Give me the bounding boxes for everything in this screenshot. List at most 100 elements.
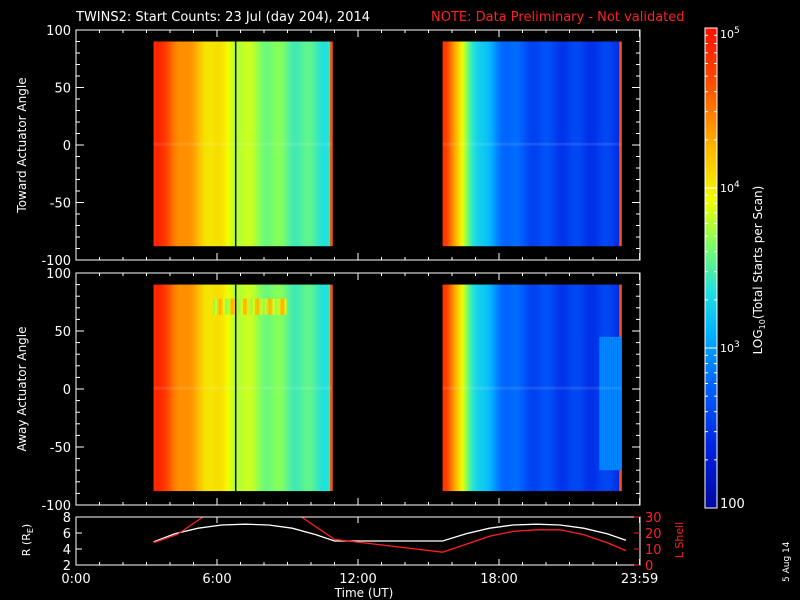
toward-heatmap-column bbox=[272, 41, 276, 247]
colorbar: 105 104 103 100 bbox=[704, 26, 745, 512]
away-heatmap-column bbox=[486, 284, 489, 492]
away-heatmap-column bbox=[197, 284, 200, 492]
away-heatmap-column bbox=[595, 284, 598, 492]
away-heatmap-column bbox=[583, 284, 587, 492]
toward-heatmap-column bbox=[615, 41, 618, 247]
toward-heatmap-column bbox=[569, 41, 573, 247]
away-heatmap-band bbox=[228, 298, 232, 315]
away-heatmap-column bbox=[312, 284, 315, 492]
toward-heatmap-column bbox=[516, 41, 519, 247]
toward-heatmap-column bbox=[521, 41, 525, 247]
away-heatmap-column bbox=[474, 284, 477, 492]
away-heatmap-column bbox=[531, 284, 535, 492]
away-heatmap-column bbox=[579, 284, 583, 492]
toward-heatmap-column bbox=[226, 41, 230, 247]
away-heatmap-column bbox=[175, 284, 178, 492]
away-heatmap-column bbox=[490, 284, 493, 492]
away-heatmap-column bbox=[221, 284, 224, 492]
away-heatmap-column bbox=[328, 284, 331, 492]
away-heatmap-column bbox=[589, 284, 593, 492]
away-heatmap-column bbox=[466, 284, 469, 492]
away-heatmap-column bbox=[266, 284, 270, 492]
away-heatmap-column bbox=[545, 284, 549, 492]
toward-heatmap-column bbox=[500, 41, 503, 247]
toward-heatmap-column bbox=[286, 41, 290, 247]
away-heatmap-column bbox=[322, 284, 325, 492]
toward-heatmap-column bbox=[159, 41, 163, 247]
away-heatmap-column bbox=[195, 284, 198, 492]
away-angle-panel: -100 -50 0 50 100 bbox=[41, 267, 641, 514]
away-heatmap-band bbox=[262, 298, 266, 315]
away-heatmap-column bbox=[199, 284, 202, 492]
away-heatmap-band bbox=[248, 298, 252, 315]
toward-heatmap-column bbox=[529, 41, 533, 247]
toward-angle-panel: -100 -50 0 50 100 bbox=[41, 24, 641, 269]
toward-heatmap-column bbox=[458, 41, 462, 247]
away-heatmap-column bbox=[201, 284, 204, 492]
away-heatmap-column bbox=[561, 284, 565, 492]
toward-heatmap-column bbox=[254, 41, 258, 247]
orbit-xtick-label: 23:59 bbox=[621, 572, 658, 587]
toward-heatmap-column bbox=[587, 41, 591, 247]
toward-heatmap-column bbox=[557, 41, 561, 247]
orbit-ytick-left-label: 4 bbox=[63, 543, 71, 558]
toward-heatmap-column bbox=[506, 41, 509, 247]
away-heatmap-column bbox=[456, 284, 460, 492]
orbit-r-ylabel: R (RE) bbox=[20, 524, 35, 556]
orbit-r-line bbox=[153, 523, 627, 543]
orbit-xtick-label: 6:00 bbox=[202, 572, 231, 587]
toward-heatmap-column bbox=[189, 41, 192, 247]
toward-heatmap-column bbox=[519, 41, 523, 247]
toward-zero-stripe bbox=[442, 142, 622, 146]
toward-heatmap-column bbox=[294, 41, 298, 247]
away-heatmap-column bbox=[173, 284, 176, 492]
away-heatmap-column bbox=[470, 284, 473, 492]
orbit-lshell-line-2 bbox=[301, 516, 627, 553]
orbit-ytick-left-label: 8 bbox=[63, 511, 71, 526]
away-ytick-label: 50 bbox=[54, 325, 71, 340]
away-heatmap-column bbox=[260, 284, 264, 492]
toward-heatmap-column bbox=[492, 41, 495, 247]
toward-heatmap-column bbox=[236, 41, 240, 247]
away-heatmap-column bbox=[547, 284, 551, 492]
away-heatmap-column bbox=[270, 284, 274, 492]
toward-heatmap-column bbox=[597, 41, 600, 247]
toward-window-2 bbox=[442, 41, 622, 247]
toward-heatmap-column bbox=[258, 41, 262, 247]
toward-heatmap-column bbox=[262, 41, 266, 247]
toward-heatmap-column bbox=[533, 41, 537, 247]
away-heatmap-column bbox=[189, 284, 192, 492]
toward-heatmap-column bbox=[312, 41, 315, 247]
toward-heatmap-column bbox=[203, 41, 206, 247]
toward-heatmap-column bbox=[541, 41, 545, 247]
away-zero-stripe bbox=[153, 386, 333, 390]
toward-heatmap-column bbox=[304, 41, 307, 247]
toward-heatmap-column bbox=[454, 41, 458, 247]
away-heatmap-column bbox=[575, 284, 579, 492]
away-heatmap-column bbox=[521, 284, 525, 492]
toward-heatmap-column bbox=[498, 41, 501, 247]
toward-heatmap-column bbox=[155, 41, 159, 247]
toward-heatmap-column bbox=[175, 41, 178, 247]
toward-heatmap-column bbox=[308, 41, 311, 247]
away-heatmap-band bbox=[256, 298, 260, 315]
away-heatmap-column bbox=[230, 284, 234, 492]
away-heatmap-band bbox=[266, 298, 270, 315]
away-heatmap-column bbox=[498, 284, 501, 492]
colorbar-tick-label: 105 bbox=[720, 26, 740, 41]
away-heatmap-edge bbox=[615, 336, 618, 471]
away-heatmap-band bbox=[230, 298, 234, 315]
away-heatmap-band bbox=[242, 298, 246, 315]
away-heatmap-column bbox=[282, 284, 286, 492]
away-heatmap-column bbox=[252, 284, 256, 492]
away-heatmap-column bbox=[500, 284, 503, 492]
orbit-xtick-label: 12:00 bbox=[339, 572, 376, 587]
away-heatmap-column bbox=[510, 284, 513, 492]
away-heatmap-column bbox=[268, 284, 272, 492]
away-heatmap-column bbox=[240, 284, 244, 492]
toward-heatmap-column bbox=[298, 41, 301, 247]
away-heatmap-column bbox=[215, 284, 218, 492]
away-heatmap-column bbox=[304, 284, 307, 492]
away-heatmap-column bbox=[314, 284, 317, 492]
away-heatmap-band bbox=[272, 298, 276, 315]
